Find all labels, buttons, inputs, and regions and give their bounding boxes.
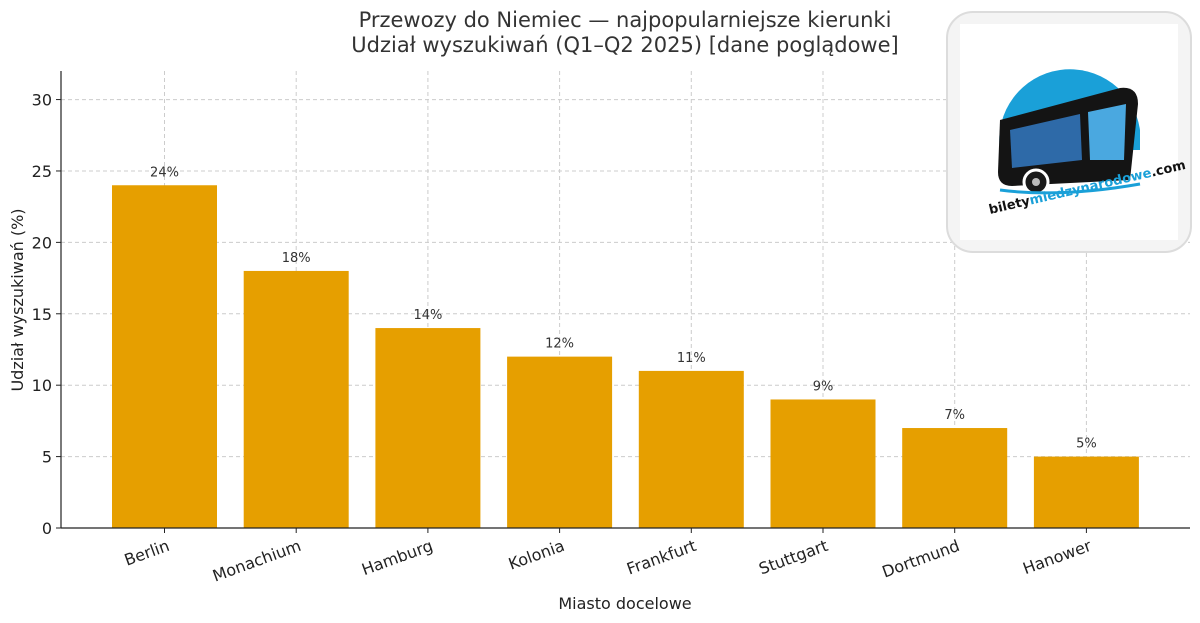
axes <box>60 71 1190 529</box>
y-tick-label: 5 <box>42 448 52 467</box>
bar <box>243 270 349 528</box>
x-tick-label: Kolonia <box>506 536 567 574</box>
y-tick-label: 10 <box>32 376 52 395</box>
logo: biletymiedzynarodowe.com <box>946 11 1192 253</box>
data-label: 12% <box>545 337 574 352</box>
bar <box>1033 456 1139 528</box>
x-tick-label: Hanower <box>1020 536 1094 578</box>
data-label: 7% <box>944 408 965 423</box>
y-ticks: 0 5 10 15 20 25 30 <box>32 91 61 538</box>
chart-title: Przewozy do Niemiec — najpopularniejsze … <box>359 8 892 32</box>
x-tick-label: Berlin <box>122 536 172 570</box>
bar <box>770 399 876 528</box>
bar <box>507 356 613 528</box>
bar <box>112 185 217 528</box>
x-ticks: Berlin Monachium Hamburg Kolonia Frankfurt St… <box>122 528 1094 585</box>
data-label: 11% <box>677 351 706 366</box>
data-label: 24% <box>150 165 179 180</box>
data-label: 14% <box>413 308 442 323</box>
y-tick-label: 15 <box>32 305 52 324</box>
data-label: 5% <box>1076 437 1097 452</box>
x-tick-label: Stuttgart <box>756 536 830 578</box>
y-tick-label: 0 <box>42 519 52 538</box>
x-tick-label: Dortmund <box>879 536 962 582</box>
y-tick-label: 20 <box>32 233 52 252</box>
x-tick-label: Hamburg <box>359 536 435 579</box>
y-tick-label: 25 <box>32 162 52 181</box>
chart-subtitle: Udział wyszukiwań (Q1–Q2 2025) [dane pog… <box>351 33 898 57</box>
x-axis-label: Miasto docelowe <box>558 594 691 613</box>
bars <box>112 185 1139 528</box>
bar <box>902 428 1008 528</box>
data-label: 18% <box>282 251 311 266</box>
data-label: 9% <box>813 379 834 394</box>
x-tick-label: Monachium <box>210 536 304 586</box>
bar <box>638 370 744 528</box>
data-labels: 24% 18% 14% 12% 11% 9% 7% 5% <box>150 165 1097 451</box>
y-tick-label: 30 <box>32 91 52 110</box>
bus-icon <box>998 69 1141 196</box>
x-tick-label: Frankfurt <box>624 536 699 579</box>
bar <box>375 328 481 528</box>
y-axis-label: Udział wyszukiwań (%) <box>8 208 27 391</box>
